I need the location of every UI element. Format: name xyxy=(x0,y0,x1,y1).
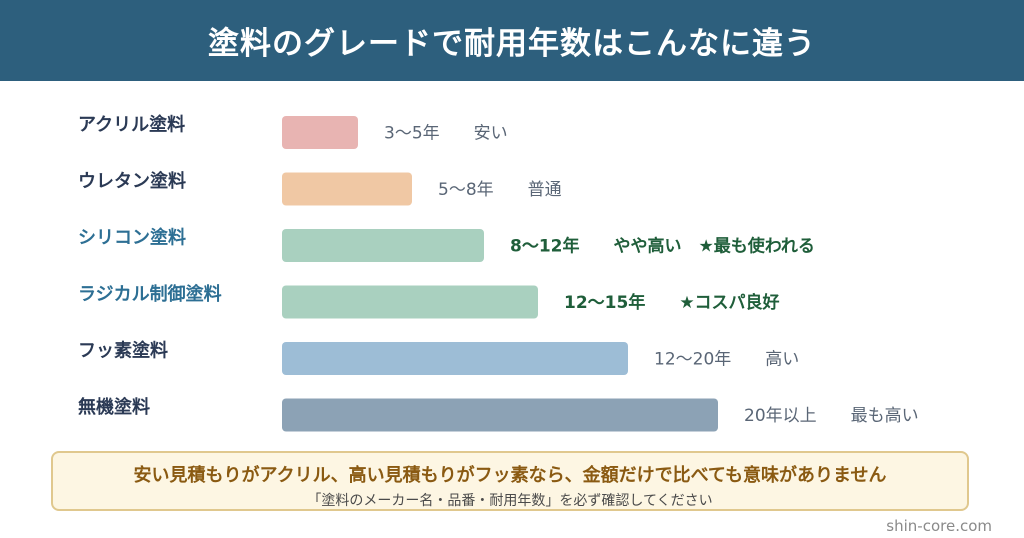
bar xyxy=(282,285,538,319)
bar xyxy=(282,172,412,206)
bar-value-label: 3〜5年 安い xyxy=(384,124,508,144)
category-label: ウレタン塗料 xyxy=(78,170,186,192)
page-title: 塗料のグレードで耐用年数はこんなに違う xyxy=(208,26,816,62)
category-label: 無機塗料 xyxy=(78,396,150,418)
bar xyxy=(282,229,484,262)
bar xyxy=(282,398,718,432)
bar-value-label: 5〜8年 普通 xyxy=(438,180,562,200)
category-label: アクリル塗料 xyxy=(78,114,185,136)
bar-value-label: 8〜12年 やや高い ★最も使われる xyxy=(510,236,815,257)
advice-sub-text: 「塗料のメーカー名・品番・耐用年数」を必ず確認してください xyxy=(307,493,713,509)
header-banner: 塗料のグレードで耐用年数はこんなに違う xyxy=(0,0,1024,81)
bar xyxy=(282,116,358,149)
category-label: ラジカル制御塗料 xyxy=(78,283,222,305)
category-label: フッ素塗料 xyxy=(78,340,168,362)
advice-box: 安い見積もりがアクリル、高い見積もりがフッ素なら、金額だけで比べても意味がありま… xyxy=(51,451,969,511)
bar-value-label: 12〜20年 高い xyxy=(654,350,799,370)
bar-value-label: 20年以上 最も高い xyxy=(744,406,919,426)
advice-main-text: 安い見積もりがアクリル、高い見積もりがフッ素なら、金額だけで比べても意味がありま… xyxy=(133,465,887,486)
bar-value-label: 12〜15年 ★コスパ良好 xyxy=(564,292,780,313)
bar xyxy=(282,342,628,375)
site-credit: shin-core.com xyxy=(886,517,992,535)
category-label: シリコン塗料 xyxy=(78,227,186,249)
